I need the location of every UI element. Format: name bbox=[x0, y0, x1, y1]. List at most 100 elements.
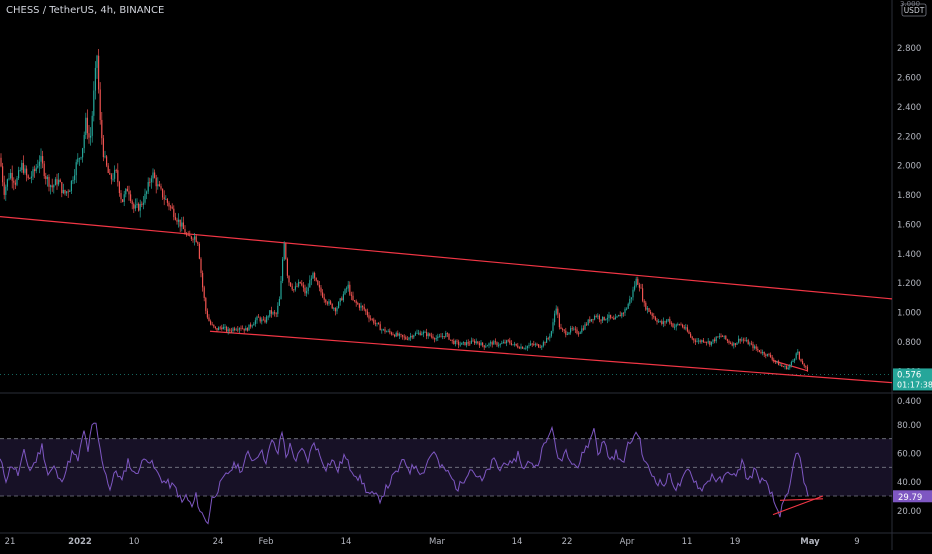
time-tick-label: 11 bbox=[682, 537, 693, 547]
candle-body bbox=[379, 324, 381, 331]
price-tick-label: 1.200 bbox=[897, 279, 921, 289]
candle-body bbox=[573, 328, 575, 330]
candle-body bbox=[432, 336, 434, 339]
candle-body bbox=[74, 175, 76, 181]
candle-body bbox=[622, 312, 624, 314]
candle-body bbox=[752, 344, 754, 349]
candle-body bbox=[605, 319, 607, 321]
candle-body bbox=[766, 353, 768, 356]
candle-body bbox=[736, 342, 738, 345]
candle-body bbox=[138, 203, 140, 211]
candle-body bbox=[464, 342, 466, 346]
candle-body bbox=[762, 351, 764, 354]
candle-body bbox=[494, 341, 496, 343]
candle-body bbox=[6, 179, 8, 187]
candle-body bbox=[518, 347, 520, 349]
candle-body bbox=[536, 344, 538, 346]
time-tick-label: 22 bbox=[562, 537, 573, 547]
candle-body bbox=[253, 324, 255, 326]
candle-body bbox=[0, 157, 2, 167]
candle-body bbox=[174, 217, 176, 220]
candle-body bbox=[360, 305, 362, 308]
candle-body bbox=[178, 219, 180, 222]
candle-body bbox=[346, 288, 348, 290]
candle-body bbox=[226, 326, 228, 332]
candle-body bbox=[109, 172, 111, 175]
candle-body bbox=[21, 162, 23, 170]
candle-body bbox=[392, 334, 394, 336]
candle-body bbox=[547, 338, 549, 339]
price-trendline[interactable] bbox=[0, 215, 893, 300]
time-tick-label: 2022 bbox=[68, 537, 92, 547]
candle-body bbox=[203, 287, 205, 298]
candle-body bbox=[80, 157, 82, 159]
candle-body bbox=[168, 202, 170, 207]
candle-body bbox=[46, 176, 48, 180]
candle-body bbox=[475, 341, 477, 344]
candle-body bbox=[800, 359, 802, 362]
candle-body bbox=[134, 205, 136, 209]
candle-body bbox=[480, 342, 482, 346]
candle-body bbox=[283, 243, 285, 260]
candle-body bbox=[78, 158, 80, 160]
candle-body bbox=[557, 308, 559, 315]
candle-body bbox=[186, 234, 188, 236]
candle-body bbox=[627, 303, 629, 309]
candle-body bbox=[342, 294, 344, 301]
price-tick-label: 1.000 bbox=[897, 309, 921, 319]
candle-body bbox=[229, 329, 231, 331]
candle-body bbox=[478, 343, 480, 346]
candle-body bbox=[442, 336, 444, 338]
candle-body bbox=[141, 203, 143, 205]
price-tick-label: 1.400 bbox=[897, 250, 921, 260]
candle-body bbox=[568, 332, 570, 335]
candle-body bbox=[578, 333, 580, 335]
candle-body bbox=[272, 312, 274, 314]
candle-body bbox=[45, 175, 47, 180]
candle-body bbox=[691, 336, 693, 339]
candle-body bbox=[734, 343, 736, 345]
axis-layer: 0.4000.6000.8001.0001.2001.4001.6001.800… bbox=[5, 44, 922, 547]
candle-body bbox=[699, 340, 701, 342]
last-price-badge-box bbox=[893, 368, 932, 391]
rsi-layer bbox=[0, 422, 892, 525]
candle-body bbox=[261, 319, 263, 322]
candle-body bbox=[443, 336, 445, 338]
candle-body bbox=[237, 329, 239, 331]
candle-body bbox=[75, 162, 77, 176]
candle-body bbox=[320, 287, 322, 293]
candle-body bbox=[549, 335, 551, 339]
candle-body bbox=[211, 324, 213, 326]
candle-body bbox=[366, 311, 368, 316]
candle-body bbox=[741, 339, 743, 341]
candle-body bbox=[72, 180, 74, 181]
candle-body bbox=[456, 340, 458, 342]
candle-body bbox=[90, 135, 92, 138]
price-tick-label: 2.800 bbox=[897, 44, 921, 54]
candle-body bbox=[240, 328, 242, 329]
candle-body bbox=[744, 340, 746, 342]
candle-body bbox=[88, 133, 90, 138]
time-tick-label: 24 bbox=[213, 537, 224, 547]
candle-body bbox=[306, 290, 308, 294]
candle-body bbox=[747, 340, 749, 345]
candle-body bbox=[22, 162, 24, 173]
candle-body bbox=[115, 170, 117, 171]
time-tick-label: Apr bbox=[620, 537, 635, 547]
candle-body bbox=[114, 170, 116, 179]
price-trendline[interactable] bbox=[209, 330, 893, 384]
candle-body bbox=[590, 318, 592, 322]
candle-body bbox=[661, 321, 663, 325]
candle-body bbox=[93, 90, 95, 116]
candle-body bbox=[160, 186, 162, 189]
candle-body bbox=[571, 328, 573, 330]
rsi-line[interactable] bbox=[0, 422, 809, 525]
candle-body bbox=[110, 174, 112, 180]
rsi-trendline[interactable] bbox=[779, 498, 824, 501]
candle-body bbox=[102, 138, 104, 158]
candle-body bbox=[107, 165, 109, 173]
candle-body bbox=[14, 182, 16, 185]
candle-body bbox=[792, 360, 794, 362]
